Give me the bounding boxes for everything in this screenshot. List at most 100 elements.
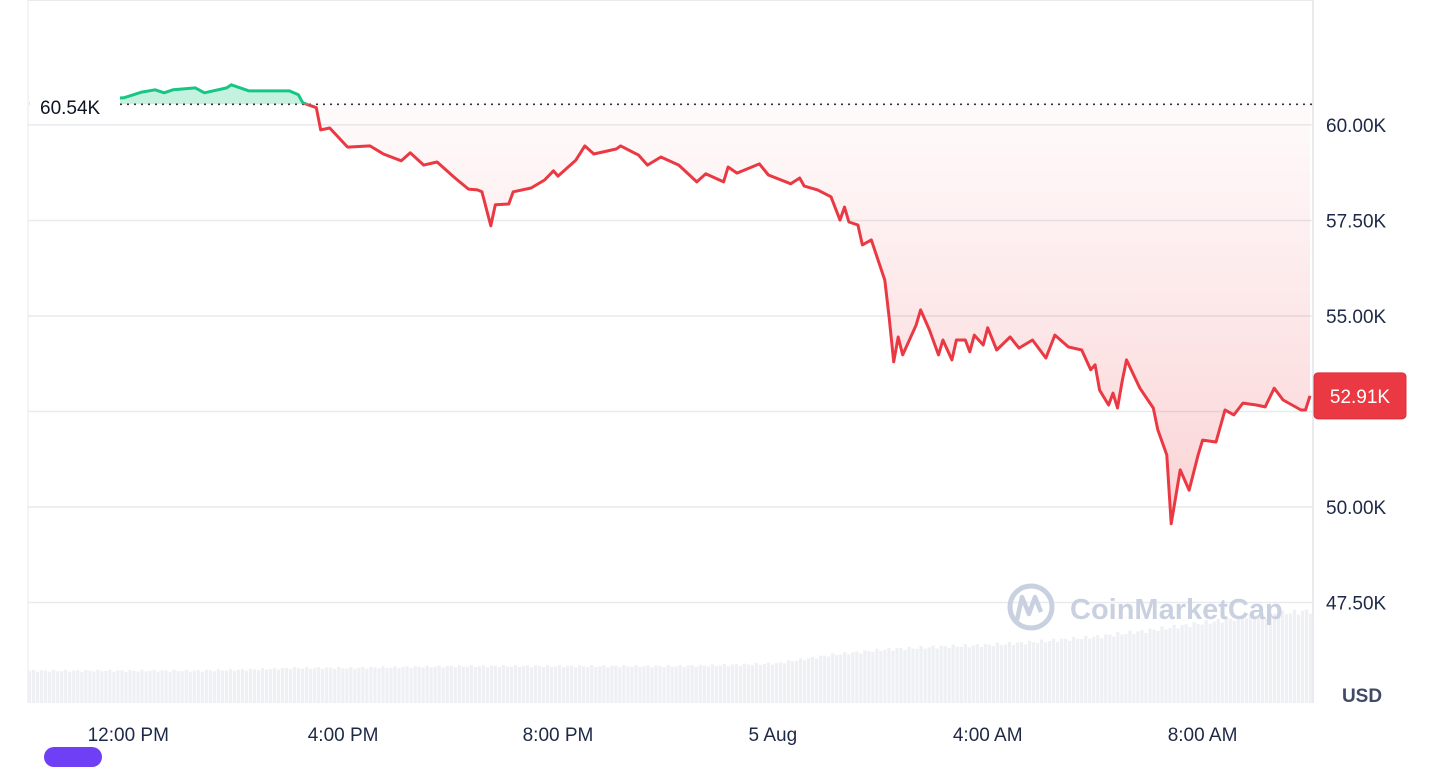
volume-bar [477,666,481,703]
volume-bar [1216,618,1220,703]
volume-bar [923,648,927,703]
baseline-label: 60.54K [30,92,120,120]
volume-bar [453,667,457,703]
volume-bar [598,666,602,703]
volume-bar [317,667,321,703]
volume-bar [108,669,112,703]
volume-bar [586,666,590,703]
volume-bar [642,666,646,703]
volume-bar [807,658,811,703]
volume-bar [1164,629,1168,703]
volume-bar [1124,634,1128,703]
volume-bar [1200,624,1204,703]
partial-button[interactable] [44,747,102,767]
volume-bar [899,647,903,703]
volume-bar [706,666,710,703]
volume-bar [566,665,570,703]
volume-bar [554,666,558,703]
volume-bar [60,671,64,703]
volume-bar [1031,642,1036,703]
volume-bar [1072,636,1076,703]
volume-bar [774,662,779,703]
volume-bar [750,664,755,703]
y-tick-label: 50.00K [1326,498,1387,519]
volume-bar [104,671,108,703]
volume-bar [682,666,686,703]
volume-bar [883,649,887,703]
volume-bar [782,663,787,703]
volume-bar [1035,642,1040,703]
volume-bar [212,671,216,703]
volume-bar [505,666,510,703]
volume-bar [1284,614,1289,703]
volume-bar [80,671,84,703]
volume-bar [911,648,915,703]
volume-bar [417,666,421,703]
volume-bar [1152,629,1156,703]
volume-bar [188,671,192,703]
volume-bar [887,647,891,703]
volume-bar [1272,613,1277,703]
volume-bar [786,660,791,703]
volume-bar [835,655,839,703]
volume-bar [208,670,212,703]
volume-bar [421,667,425,703]
volume-bar [285,667,289,703]
volume-bar [1088,638,1092,703]
volume-bar [622,665,626,703]
volume-bars [28,609,1313,703]
volume-bar [1260,613,1265,703]
volume-bar [919,645,923,703]
volume-bar [533,665,538,703]
grid-lines [27,0,1314,703]
volume-bar [260,668,265,703]
volume-bar [1023,644,1028,703]
volume-bar [871,651,875,703]
volume-bar [216,669,220,703]
volume-bar [1288,613,1293,703]
volume-bar [975,644,979,703]
current-price-badge: 52.91K [1313,372,1407,420]
volume-bar [626,666,630,703]
volume-bar [670,666,674,703]
volume-bar [1108,634,1112,703]
volume-bar [76,670,80,703]
volume-bar [907,646,911,703]
volume-bar [734,664,738,703]
currency-label: USD [1342,686,1382,707]
volume-bar [164,670,168,703]
volume-bar [542,667,546,703]
volume-bar [1256,615,1260,703]
volume-bar [124,671,128,703]
volume-bar [224,670,228,703]
volume-bar [991,646,995,703]
volume-bar [305,666,309,703]
volume-bar [204,669,208,703]
volume-bar [606,667,610,703]
volume-bar [1276,615,1281,703]
volume-bar [1208,623,1212,703]
volume-bar [341,668,345,703]
volume-bar [84,670,88,703]
volume-bar [433,666,437,703]
volume-bar [240,669,245,703]
volume-bar [995,642,999,703]
volume-bar [248,668,253,703]
volume-bar [373,667,377,703]
watermark-text: CoinMarketCap [1070,594,1283,626]
volume-bar [1196,623,1200,703]
volume-bar [646,665,650,703]
volume-bar [469,665,473,703]
volume-bar [196,669,200,703]
area-below-baseline [29,104,1310,524]
volume-bar [449,665,453,703]
volume-bar [1112,636,1116,703]
volume-bar [959,646,963,703]
volume-bar [947,647,951,703]
volume-bar [654,665,658,703]
current-price: 52.91K [1330,387,1391,408]
x-tick-label: 4:00 AM [953,725,1023,746]
line-below-baseline [29,104,1312,526]
volume-bar [493,665,498,703]
volume-bar [895,648,899,703]
